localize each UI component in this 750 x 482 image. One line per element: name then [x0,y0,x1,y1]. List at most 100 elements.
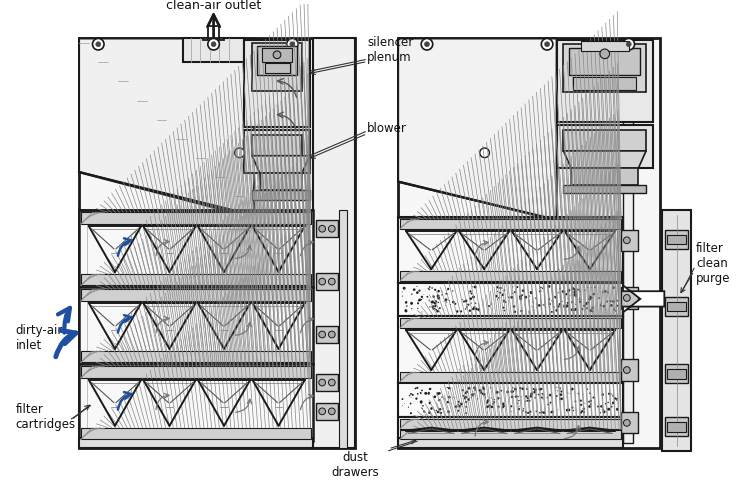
Circle shape [616,299,618,301]
Circle shape [464,299,467,302]
Circle shape [470,290,472,293]
Circle shape [574,293,577,296]
Text: filter
cartridges: filter cartridges [16,403,76,431]
Circle shape [502,402,505,405]
Circle shape [610,304,613,307]
Circle shape [528,400,530,402]
Circle shape [463,300,465,303]
Circle shape [477,308,480,311]
Circle shape [612,402,614,404]
Circle shape [519,297,522,300]
Circle shape [211,42,216,47]
Circle shape [462,299,463,300]
Circle shape [514,310,516,313]
Bar [316,402,338,420]
Circle shape [482,386,484,388]
Circle shape [548,403,549,405]
Circle shape [536,411,537,412]
Circle shape [542,393,543,394]
Bar [79,211,313,287]
Circle shape [464,398,466,400]
Bar [400,372,621,382]
Circle shape [539,412,541,414]
Circle shape [602,409,604,410]
Circle shape [541,397,543,399]
Circle shape [562,290,565,293]
Circle shape [434,308,436,309]
Circle shape [567,302,569,304]
Circle shape [447,410,450,413]
Circle shape [468,387,470,389]
Circle shape [508,296,509,298]
Circle shape [411,397,412,398]
Circle shape [550,412,552,413]
Circle shape [422,408,423,409]
Circle shape [590,400,592,402]
Circle shape [495,295,498,297]
Circle shape [551,311,553,313]
Circle shape [465,406,467,408]
Circle shape [427,392,430,395]
Circle shape [607,292,609,293]
Circle shape [555,309,558,312]
Circle shape [597,405,599,407]
Circle shape [560,297,561,298]
Circle shape [522,289,524,292]
Circle shape [472,391,473,392]
Circle shape [525,411,526,413]
Circle shape [473,307,475,308]
Bar [398,217,623,282]
Circle shape [589,295,591,298]
Circle shape [421,403,422,404]
Circle shape [529,295,530,297]
Circle shape [500,292,501,294]
Bar [580,41,628,51]
Circle shape [535,388,536,390]
Circle shape [513,305,515,308]
Circle shape [560,390,562,392]
Circle shape [516,388,517,389]
Circle shape [467,398,470,401]
Bar [79,39,355,448]
Circle shape [518,396,519,397]
Bar [265,64,290,73]
Circle shape [606,300,608,303]
Polygon shape [79,39,254,215]
Circle shape [559,287,561,289]
Circle shape [419,290,421,292]
Circle shape [563,305,566,308]
Circle shape [560,388,561,390]
Circle shape [535,397,536,399]
Circle shape [410,393,412,395]
Circle shape [406,301,407,302]
Circle shape [514,388,517,391]
Circle shape [447,387,448,388]
Circle shape [502,294,504,296]
Circle shape [401,398,404,400]
Text: blower: blower [368,122,407,135]
Circle shape [496,391,499,394]
Circle shape [328,408,335,415]
Circle shape [510,405,512,407]
Bar [81,274,310,285]
Bar [668,422,686,431]
Circle shape [584,310,585,311]
Circle shape [556,387,557,388]
Circle shape [518,405,520,406]
Circle shape [521,294,523,296]
Circle shape [422,405,424,407]
Circle shape [471,303,472,304]
Circle shape [503,299,505,301]
Circle shape [616,398,618,400]
Bar [81,366,310,378]
Circle shape [421,389,423,391]
Circle shape [580,412,581,413]
Circle shape [404,403,405,404]
Circle shape [506,390,509,393]
Circle shape [462,389,464,391]
Circle shape [465,392,467,394]
Circle shape [540,286,542,288]
Circle shape [409,395,410,396]
Circle shape [494,401,495,403]
Bar [556,125,652,168]
